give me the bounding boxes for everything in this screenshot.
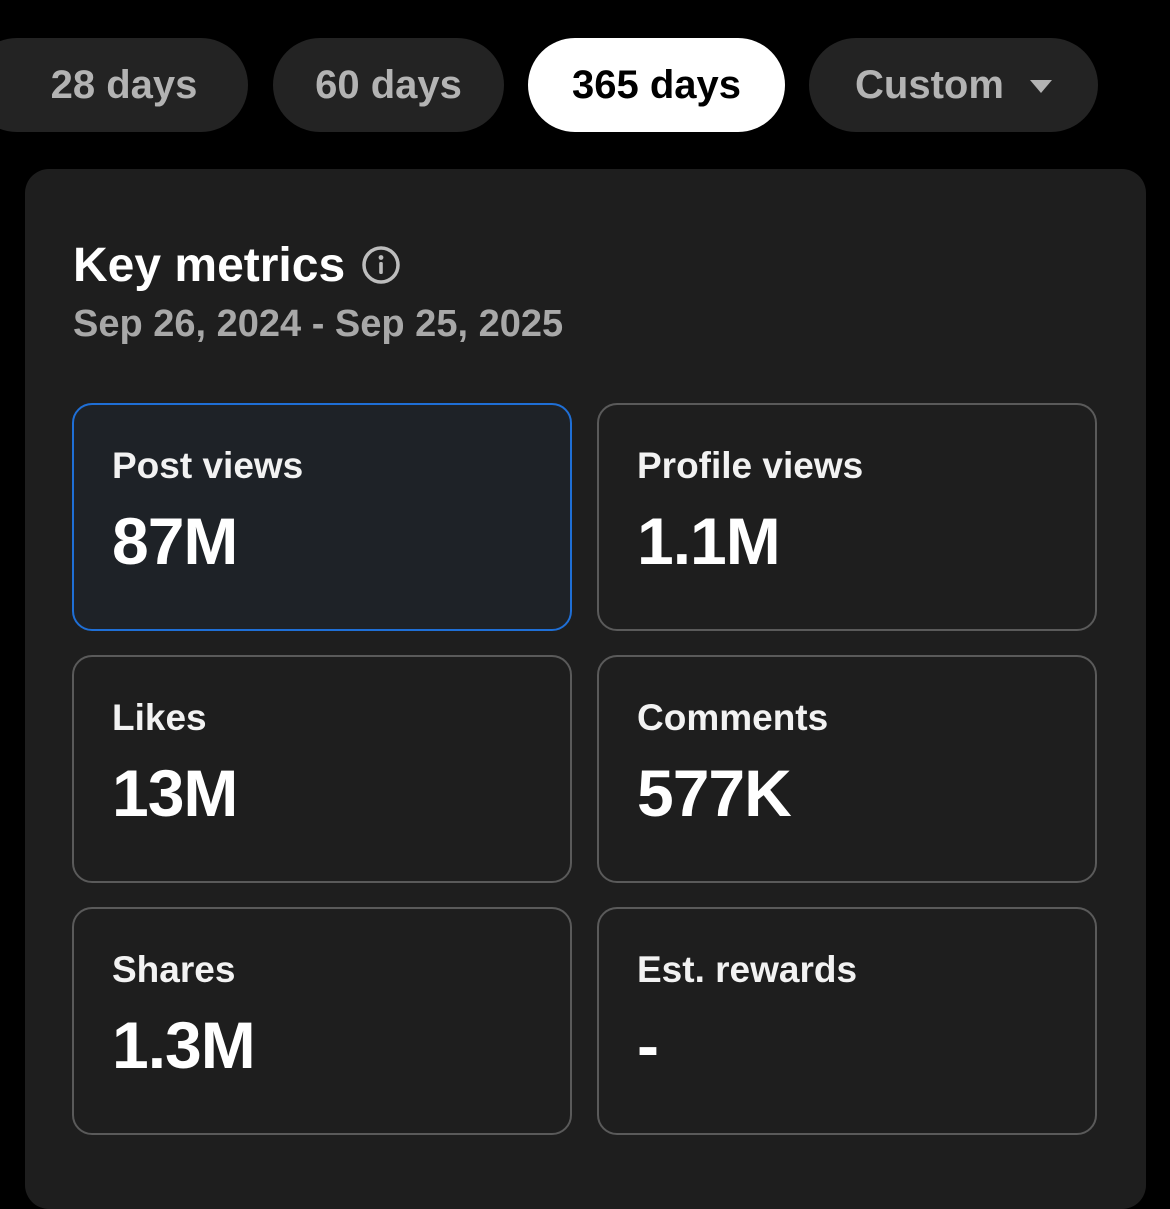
date-range: Sep 26, 2024 - Sep 25, 2025	[73, 303, 564, 345]
key-metrics-header: Key metrics	[73, 235, 401, 295]
tab-label: Custom	[855, 62, 1004, 107]
metric-card-comments[interactable]: Comments 577K	[597, 655, 1097, 883]
date-range-tabs: 28 days 60 days 365 days Custom	[0, 38, 1170, 132]
metric-value: -	[637, 1008, 659, 1082]
metric-card-likes[interactable]: Likes 13M	[72, 655, 572, 883]
metric-value: 577K	[637, 756, 792, 830]
tab-60-days[interactable]: 60 days	[273, 38, 504, 132]
metric-label: Comments	[637, 697, 829, 738]
metric-label: Shares	[112, 949, 236, 990]
info-circle-icon[interactable]	[361, 245, 401, 285]
tab-28-days[interactable]: 28 days	[0, 38, 248, 132]
tab-label: 28 days	[50, 62, 198, 107]
metric-value: 87M	[112, 504, 238, 578]
chevron-down-icon	[1029, 79, 1052, 93]
metric-label: Profile views	[637, 445, 864, 486]
metric-label: Post views	[112, 445, 304, 486]
section-title: Key metrics	[73, 238, 346, 292]
key-metrics-panel: Key metrics Sep 26, 2024 - Sep 25, 2025 …	[25, 169, 1146, 1209]
tab-custom[interactable]: Custom	[809, 38, 1098, 132]
metric-card-post-views[interactable]: Post views 87M	[72, 403, 572, 631]
metric-card-est-rewards[interactable]: Est. rewards -	[597, 907, 1097, 1135]
metric-label: Likes	[112, 697, 207, 738]
tab-label: 60 days	[315, 62, 462, 107]
tab-365-days[interactable]: 365 days	[528, 38, 785, 132]
metric-value: 1.3M	[112, 1008, 256, 1082]
metric-label: Est. rewards	[637, 949, 858, 990]
tab-label: 365 days	[571, 62, 742, 107]
metric-value: 1.1M	[637, 504, 781, 578]
metric-card-profile-views[interactable]: Profile views 1.1M	[597, 403, 1097, 631]
metric-value: 13M	[112, 756, 238, 830]
metric-card-shares[interactable]: Shares 1.3M	[72, 907, 572, 1135]
